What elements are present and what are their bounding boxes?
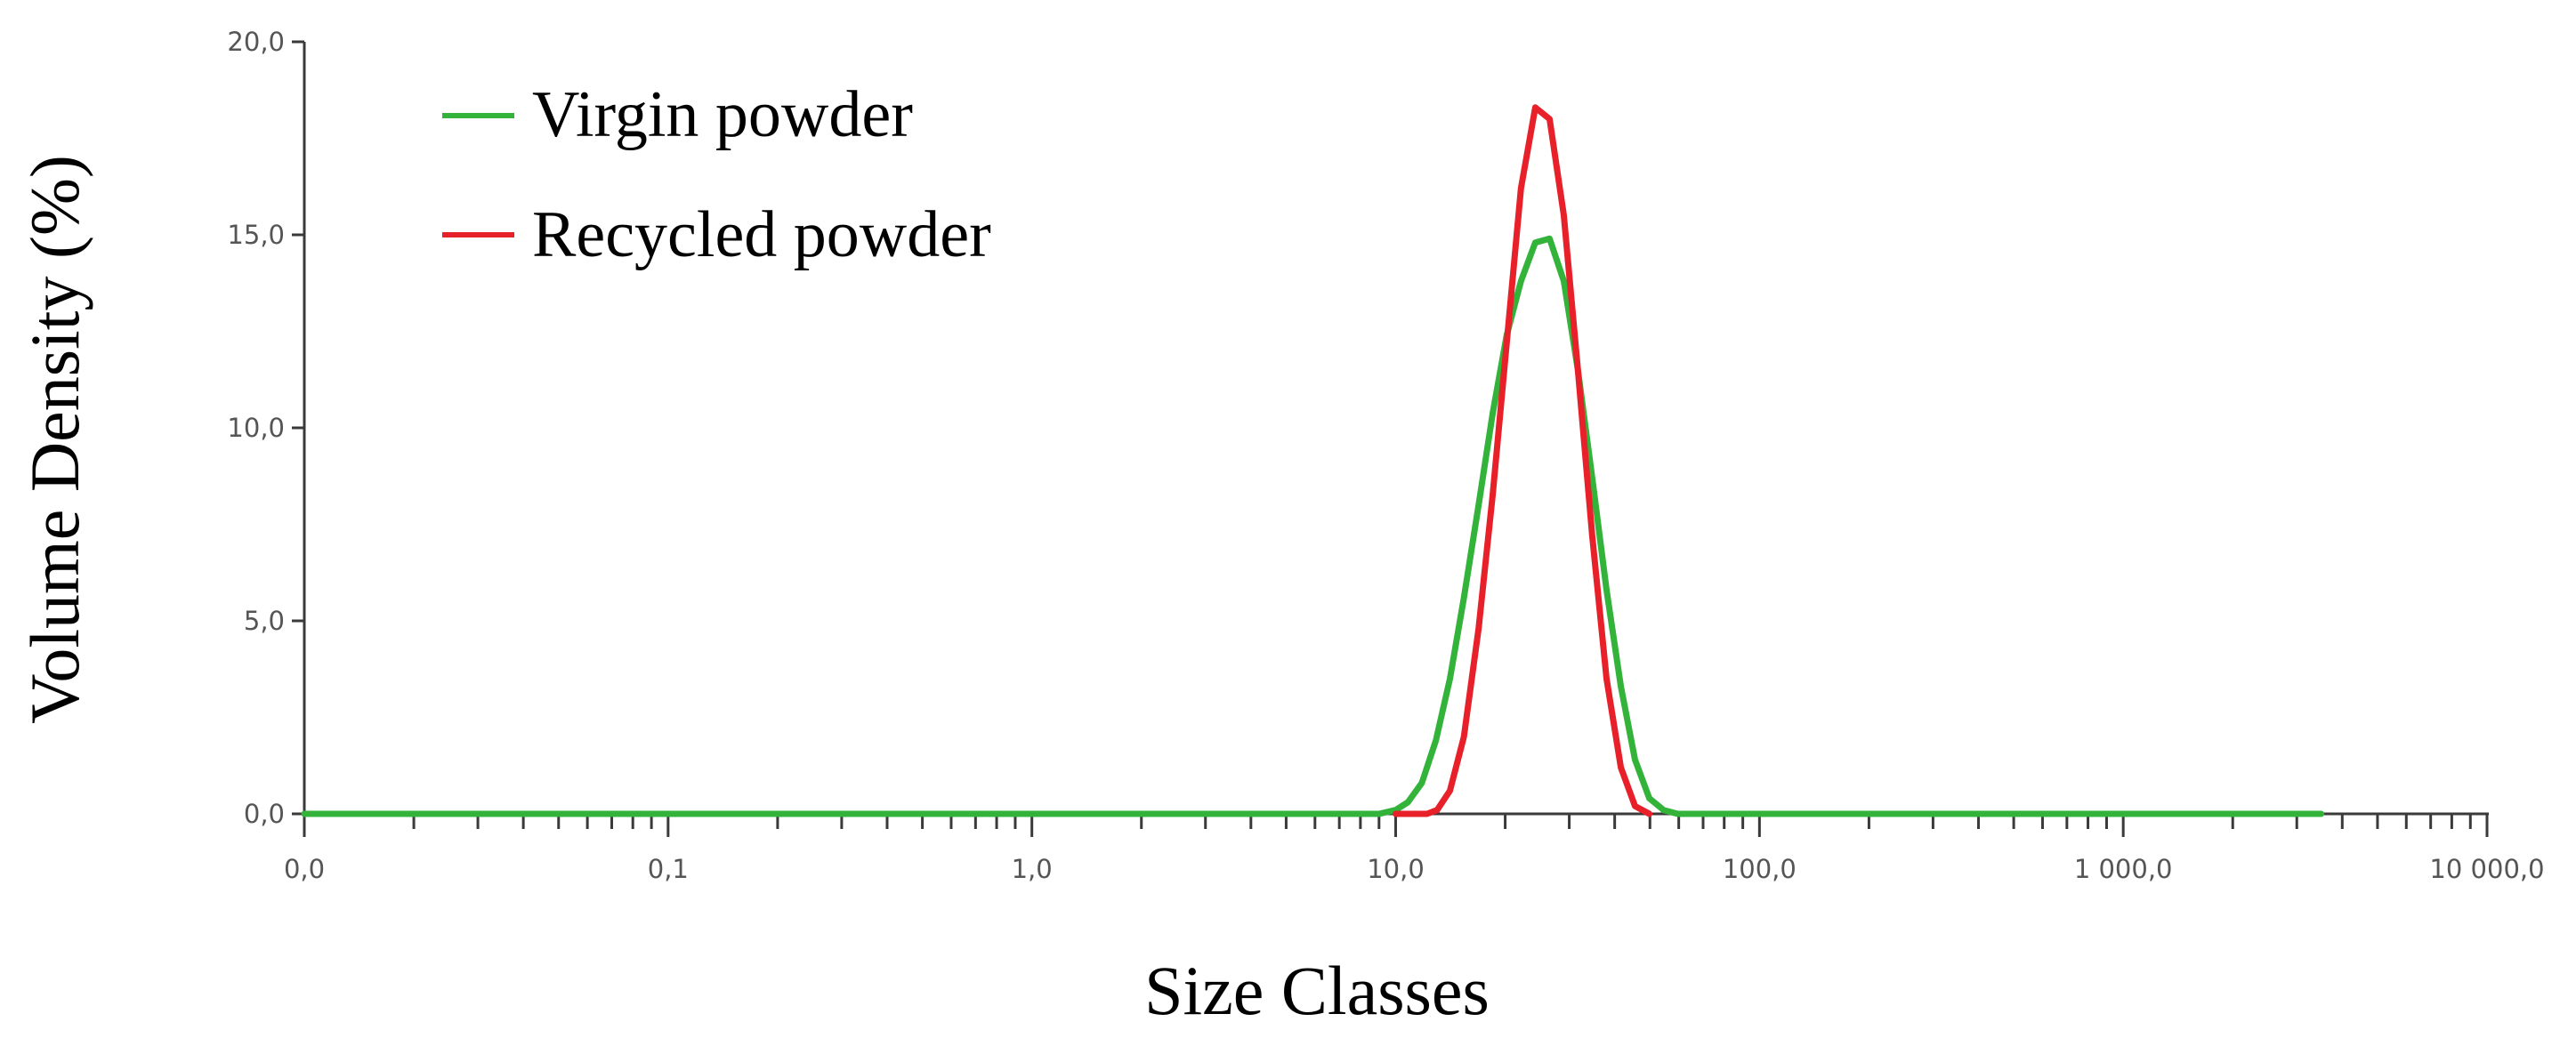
axes: 0,0 5,0 10,0 15,0 20,0 0,0 0,1 1,0 10,0 100,0 1 00… xyxy=(227,27,2544,884)
x-tick-label: 10 000,0 xyxy=(2429,854,2544,884)
y-tick-label: 15,0 xyxy=(227,220,285,250)
x-tick-label: 0,0 xyxy=(284,854,325,884)
series-line-virgin-powder xyxy=(301,235,2325,817)
legend: Virgin powder Recycled powder xyxy=(442,78,991,271)
legend-label-recycled: Recycled powder xyxy=(532,198,991,271)
x-tick-label: 0,1 xyxy=(648,854,689,884)
y-tick-label: 20,0 xyxy=(227,27,285,57)
legend-label-virgin: Virgin powder xyxy=(532,78,913,151)
y-axis-title: Volume Density (%) xyxy=(16,155,93,724)
x-tick-label: 10,0 xyxy=(1367,854,1425,884)
series-line-recycled-powder xyxy=(1393,104,1653,817)
x-tick-label: 1 000,0 xyxy=(2074,854,2173,884)
series-lines xyxy=(301,104,2325,817)
x-axis-title: Size Classes xyxy=(1144,952,1490,1029)
y-tick-label: 5,0 xyxy=(244,606,285,636)
x-tick-label: 1,0 xyxy=(1012,854,1053,884)
y-tick-label: 0,0 xyxy=(244,799,285,829)
x-tick-label: 100,0 xyxy=(1723,854,1797,884)
y-tick-label: 10,0 xyxy=(227,413,285,443)
